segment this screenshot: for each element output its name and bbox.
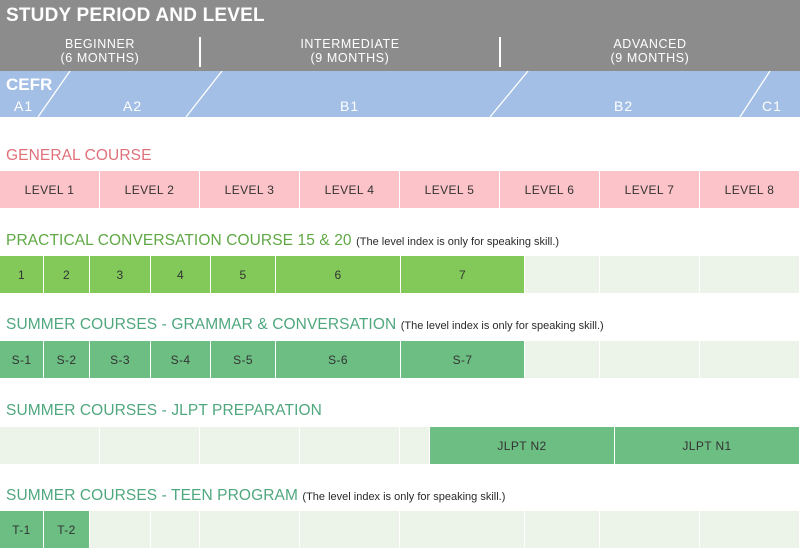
cefr-divider [489, 71, 529, 117]
period-divider [199, 37, 201, 67]
empty-cell [90, 511, 151, 548]
period-name: INTERMEDIATE [300, 37, 400, 51]
level-cell: LEVEL 4 [300, 171, 400, 208]
level-cell: LEVEL 8 [700, 171, 800, 208]
empty-cell [700, 256, 800, 293]
empty-cell [600, 511, 700, 548]
period-duration: (9 MONTHS) [310, 51, 390, 65]
cefr-label: CEFR [6, 75, 52, 94]
empty-cell [400, 427, 430, 464]
empty-cell [525, 341, 600, 378]
level-cell: 3 [90, 256, 151, 293]
level-cell: T-1 [0, 511, 44, 548]
period-name: BEGINNER [64, 37, 136, 51]
empty-cell [300, 511, 400, 548]
empty-cell [525, 256, 600, 293]
jlpt-cell: JLPT N2 [430, 427, 615, 464]
summer-teen-heading: SUMMER COURSES - TEEN PROGRAM (The level… [6, 487, 505, 505]
level-cell: S-2 [44, 341, 90, 378]
level-cell: 7 [401, 256, 525, 293]
level-cell: 5 [211, 256, 276, 293]
period-intermediate: INTERMEDIATE (9 MONTHS) [200, 32, 500, 71]
level-cell: S-1 [0, 341, 44, 378]
empty-cell [100, 427, 200, 464]
cefr-divider [739, 71, 771, 117]
level-cell: LEVEL 6 [500, 171, 600, 208]
cefr-divider [37, 71, 71, 117]
section-title: SUMMER COURSES - JLPT PREPARATION [6, 402, 322, 419]
period-advanced: ADVANCED (9 MONTHS) [500, 32, 800, 71]
level-cell: S-5 [211, 341, 276, 378]
summer-grammar-row: S-1 S-2 S-3 S-4 S-5 S-6 S-7 [0, 341, 800, 378]
empty-cell [525, 511, 600, 548]
level-cell: S-6 [276, 341, 401, 378]
cefr-level-a2: A2 [123, 98, 142, 114]
section-title: SUMMER COURSES - TEEN PROGRAM [6, 487, 298, 504]
level-cell: S-4 [151, 341, 211, 378]
period-beginner: BEGINNER (6 MONTHS) [0, 32, 200, 71]
cefr-level-b1: B1 [340, 98, 359, 114]
cefr-background [0, 71, 800, 117]
empty-cell [600, 256, 700, 293]
general-course-row: LEVEL 1 LEVEL 2 LEVEL 3 LEVEL 4 LEVEL 5 … [0, 171, 800, 208]
empty-cell [700, 341, 800, 378]
period-divider [499, 37, 501, 67]
level-cell: LEVEL 3 [200, 171, 300, 208]
general-course-heading: GENERAL COURSE [6, 147, 152, 165]
empty-cell [200, 427, 300, 464]
section-note: (The level index is only for speaking sk… [400, 320, 604, 332]
period-name: ADVANCED [613, 37, 687, 51]
jlpt-cell: JLPT N1 [615, 427, 800, 464]
empty-cell [300, 427, 400, 464]
page-title: STUDY PERIOD AND LEVEL [0, 0, 800, 32]
empty-cell [600, 341, 700, 378]
practical-course-row: 1 2 3 4 5 6 7 [0, 256, 800, 293]
period-duration: (6 MONTHS) [60, 51, 140, 65]
summer-teen-row: T-1 T-2 [0, 511, 800, 548]
period-duration: (9 MONTHS) [610, 51, 690, 65]
section-note: (The level index is only for speaking sk… [356, 236, 560, 248]
level-cell: LEVEL 2 [100, 171, 200, 208]
empty-cell [200, 511, 300, 548]
level-cell: LEVEL 7 [600, 171, 700, 208]
cefr-divider [185, 71, 223, 117]
level-cell: 6 [276, 256, 401, 293]
level-cell: 1 [0, 256, 44, 293]
section-title: GENERAL COURSE [6, 147, 152, 164]
section-title: PRACTICAL CONVERSATION COURSE 15 & 20 [6, 232, 352, 249]
level-cell: S-7 [401, 341, 525, 378]
cefr-band: CEFR A1 A2 B1 B2 C1 [0, 71, 800, 117]
practical-course-heading: PRACTICAL CONVERSATION COURSE 15 & 20 (T… [6, 232, 559, 250]
empty-cell [700, 511, 800, 548]
level-cell: T-2 [44, 511, 90, 548]
level-cell: 2 [44, 256, 90, 293]
level-cell: LEVEL 5 [400, 171, 500, 208]
level-cell: LEVEL 1 [0, 171, 100, 208]
cefr-level-c1: C1 [762, 98, 782, 114]
cefr-level-a1: A1 [14, 98, 33, 114]
section-title: SUMMER COURSES - GRAMMAR & CONVERSATION [6, 316, 397, 333]
summer-jlpt-row: JLPT N2 JLPT N1 [0, 427, 800, 464]
cefr-level-b2: B2 [614, 98, 633, 114]
level-cell: S-3 [90, 341, 151, 378]
empty-cell [151, 511, 200, 548]
summer-jlpt-heading: SUMMER COURSES - JLPT PREPARATION [6, 402, 322, 420]
level-cell: 4 [151, 256, 211, 293]
section-note: (The level index is only for speaking sk… [302, 491, 506, 503]
empty-cell [0, 427, 100, 464]
empty-cell [400, 511, 525, 548]
summer-grammar-heading: SUMMER COURSES - GRAMMAR & CONVERSATION … [6, 316, 604, 334]
